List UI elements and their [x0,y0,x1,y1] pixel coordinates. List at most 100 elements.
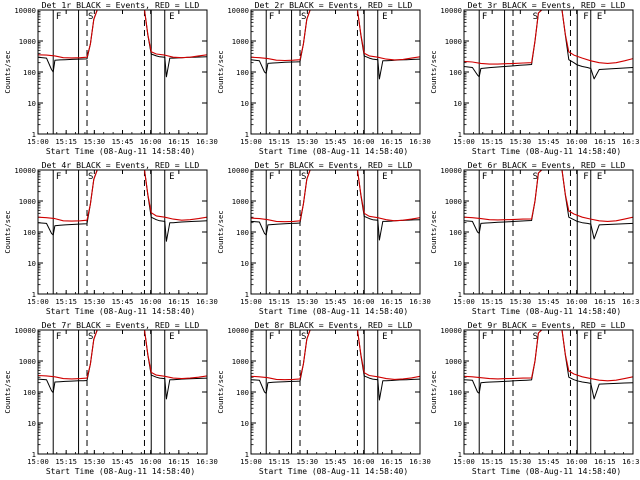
y-tick-label: 10000 [440,166,462,175]
y-tick-label: 1000 [232,357,249,366]
interval-marker-label: F [482,12,487,22]
interval-marker-label: S [301,172,306,182]
panel-title: Det 2r BLACK = Events, RED = LLD [255,0,413,10]
x-tick-label: 16:30 [622,137,640,146]
y-tick-label: 10 [27,99,36,108]
x-tick-label: 16:30 [409,297,431,306]
y-tick-label: 10000 [14,6,36,15]
plot-area [38,330,207,454]
events-series-line [251,330,420,401]
y-tick-label: 10000 [227,6,249,15]
lld-series-line [464,170,633,222]
x-tick-label: 15:00 [453,457,475,466]
x-tick-label: 15:00 [27,137,49,146]
interval-marker-label: F [583,332,588,342]
y-tick-label: 1 [458,290,462,299]
interval-marker-label: S [88,332,93,342]
y-tick-label: 1 [245,130,249,139]
y-tick-label: 1 [32,290,36,299]
plot-area [38,170,207,294]
y-tick-label: 10 [453,99,462,108]
lld-series-line [464,330,633,382]
events-series-line [38,10,207,78]
panel-title: Det 3r BLACK = Events, RED = LLD [468,0,626,10]
x-axis-label: Start Time (08-Aug-11 14:58:40) [472,147,621,156]
y-tick-label: 100 [23,68,36,77]
y-tick-label: 1 [458,130,462,139]
x-tick-label: 15:30 [297,457,319,466]
x-tick-label: 15:00 [453,137,475,146]
y-axis-label: Counts/sec [3,50,12,93]
x-tick-label: 16:30 [622,297,640,306]
y-tick-label: 10 [453,259,462,268]
plot-area [251,170,420,294]
interval-marker-label: E [169,332,174,342]
plot-frame [37,9,208,135]
x-tick-label: 15:30 [84,297,106,306]
plot-frame [463,169,634,295]
x-tick-label: 15:00 [27,457,49,466]
y-tick-label: 10000 [227,326,249,335]
x-tick-label: 16:00 [566,137,588,146]
x-tick-label: 16:00 [566,297,588,306]
interval-marker-label: E [169,12,174,22]
x-tick-label: 15:15 [268,457,290,466]
x-tick-label: 15:15 [481,137,503,146]
x-tick-label: 16:00 [140,297,162,306]
x-tick-label: 16:15 [594,297,616,306]
interval-marker-label: F [269,332,274,342]
interval-marker-label: E [382,332,387,342]
lld-series-line [251,170,420,223]
interval-marker-label: F [56,12,61,22]
y-tick-label: 100 [449,228,462,237]
interval-marker-label: S [301,12,306,22]
y-tick-label: 10000 [440,326,462,335]
x-tick-label: 15:45 [112,137,134,146]
events-series-line [464,170,633,240]
plot-area [251,10,420,134]
y-tick-label: 10000 [440,6,462,15]
y-tick-label: 10000 [227,166,249,175]
events-series-line [251,170,420,241]
lld-series-line [38,330,207,380]
y-tick-label: 1000 [445,197,462,206]
interval-marker-label: E [382,12,387,22]
x-tick-label: 15:15 [268,297,290,306]
x-tick-label: 16:00 [353,297,375,306]
x-tick-label: 15:30 [297,137,319,146]
interval-marker-label: F [56,172,61,182]
y-tick-label: 1000 [19,37,36,46]
x-tick-label: 15:30 [510,297,532,306]
lld-series-line [251,10,420,62]
interval-marker-label: E [597,172,602,182]
panel-title: Det 4r BLACK = Events, RED = LLD [42,160,200,170]
plot-frame [463,329,634,455]
y-tick-label: 1000 [19,197,36,206]
x-tick-label: 15:45 [325,297,347,306]
events-series-line [38,330,207,400]
detector-panel: Det 6r BLACK = Events, RED = LLD 15:00 15:… [429,160,640,316]
interval-marker-label: F [269,12,274,22]
x-tick-label: 15:45 [112,457,134,466]
x-tick-label: 16:30 [196,137,218,146]
lld-series-line [38,170,207,222]
x-tick-label: 15:30 [84,137,106,146]
y-tick-label: 100 [23,388,36,397]
interval-marker-label: F [269,172,274,182]
plot-area [464,330,633,454]
events-series-line [251,10,420,80]
plot-frame [37,329,208,455]
x-tick-label: 16:15 [594,457,616,466]
x-tick-label: 15:00 [240,457,262,466]
panel-title: Det 7r BLACK = Events, RED = LLD [42,320,200,330]
interval-marker-label: S [88,12,93,22]
x-tick-label: 16:30 [196,457,218,466]
y-tick-label: 10 [240,259,249,268]
y-axis-label: Counts/sec [429,210,438,253]
detector-panel: Det 8r BLACK = Events, RED = LLD 15:00 15:… [216,320,431,476]
x-tick-label: 16:15 [168,297,190,306]
interval-marker-label: E [382,172,387,182]
x-tick-label: 16:00 [140,457,162,466]
x-tick-label: 15:45 [538,137,560,146]
x-tick-label: 15:15 [55,137,77,146]
